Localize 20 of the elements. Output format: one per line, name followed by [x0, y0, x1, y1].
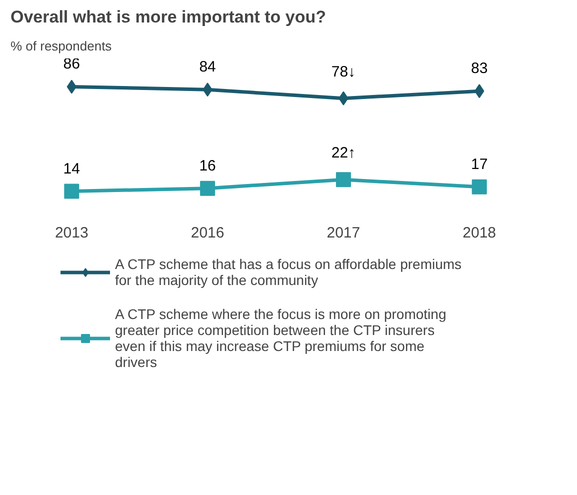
chart-subtitle: % of respondents: [10, 38, 112, 54]
x-tick-label: 2016: [190, 224, 224, 242]
legend-label: A CTP scheme that has a focus on affordable premiums for the majority of the community: [115, 256, 462, 288]
data-label: 78↓: [331, 63, 356, 80]
legend-label: A CTP scheme where the focus is more on promoting greater price competition between the CTP insurers even if this may increase CTP premiums for some drivers: [115, 306, 446, 370]
data-label: 83: [471, 60, 488, 78]
data-label: 16: [199, 157, 216, 174]
data-label: 14: [63, 160, 80, 178]
point: [472, 179, 487, 194]
point: [200, 180, 216, 196]
point: [64, 184, 80, 199]
x-tick-label: 2017: [326, 224, 360, 242]
x-tick-label: 2018: [462, 224, 496, 242]
x-tick-label: 2013: [54, 224, 88, 242]
data-label: 86: [63, 56, 80, 73]
point: [336, 172, 351, 188]
data-label: 22↑: [331, 144, 356, 162]
data-label: 17: [471, 156, 488, 173]
data-label: 84: [199, 58, 216, 76]
chart-title: Overall what is more important to you?: [10, 8, 326, 26]
